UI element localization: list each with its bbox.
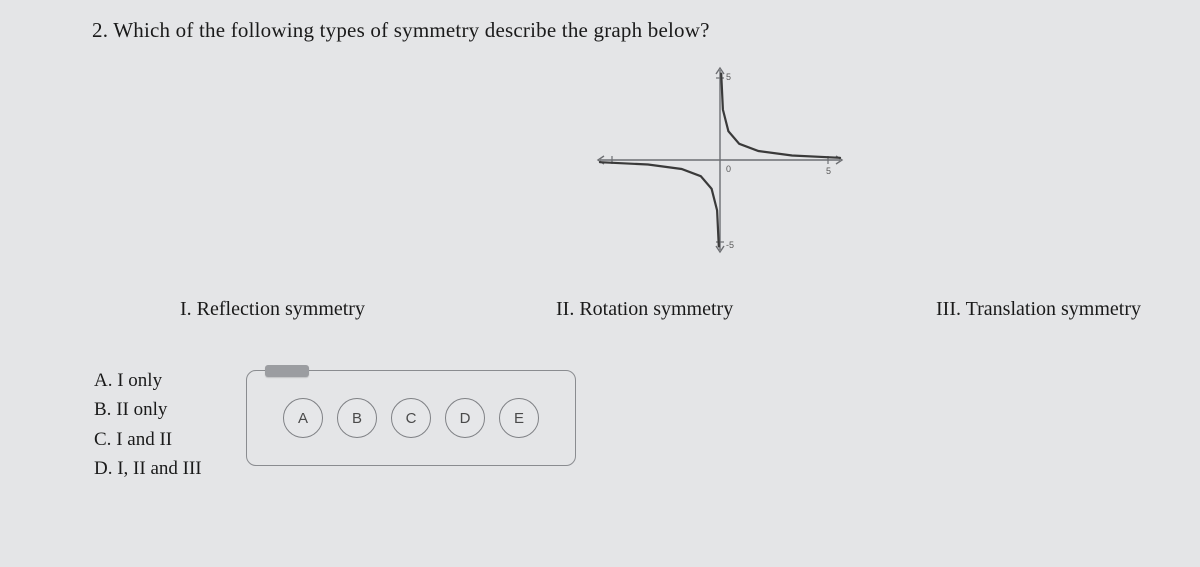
symmetry-option-3-label: Translation symmetry <box>966 298 1141 320</box>
answer-choice-b: B. II only <box>94 395 202 424</box>
symmetry-option-1: I. Reflection symmetry <box>180 298 365 321</box>
bubble-c[interactable]: C <box>391 398 431 438</box>
page: 2. Which of the following types of symme… <box>0 0 1200 567</box>
bubble-e[interactable]: E <box>499 398 539 438</box>
graph: 5 5 0 -5 <box>590 60 850 260</box>
answer-b-letter: B. <box>94 399 111 420</box>
answer-bubble-panel: A B C D E <box>246 370 576 466</box>
answer-choice-a: A. I only <box>94 366 202 395</box>
answer-choice-d: D. I, II and III <box>94 454 202 483</box>
symmetry-option-1-label: Reflection symmetry <box>197 298 365 320</box>
symmetry-option-2-label: Rotation symmetry <box>579 298 733 320</box>
x-tick-pos-label: 5 <box>826 166 831 176</box>
graph-svg: 5 5 0 -5 <box>590 60 850 260</box>
symmetry-option-3: III. Translation symmetry <box>936 298 1141 321</box>
answer-choice-c: C. I and II <box>94 425 202 454</box>
answer-c-text: I and II <box>116 429 172 450</box>
symmetry-option-1-numeral: I. <box>180 298 192 320</box>
symmetry-option-2-numeral: II. <box>556 298 574 320</box>
answer-b-text: II only <box>116 399 167 420</box>
curve-branch-lower <box>600 162 719 246</box>
symmetry-option-2: II. Rotation symmetry <box>556 298 733 321</box>
answer-a-letter: A. <box>94 370 112 391</box>
answer-choices: A. I only B. II only C. I and II D. I, I… <box>94 366 202 484</box>
y-tick-neg-label: -5 <box>726 240 734 250</box>
origin-label: 0 <box>726 164 731 174</box>
bubble-b[interactable]: B <box>337 398 377 438</box>
question-number: 2. <box>92 18 108 42</box>
bubble-a[interactable]: A <box>283 398 323 438</box>
answer-a-text: I only <box>117 370 162 391</box>
symmetry-option-3-numeral: III. <box>936 298 961 320</box>
answer-c-letter: C. <box>94 429 111 450</box>
y-tick-pos-label: 5 <box>726 72 731 82</box>
bubble-d[interactable]: D <box>445 398 485 438</box>
question-body: Which of the following types of symmetry… <box>113 18 709 42</box>
answer-d-text: I, II and III <box>117 458 201 479</box>
answer-d-letter: D. <box>94 458 112 479</box>
panel-tab <box>265 365 309 377</box>
curve-branch-upper <box>721 74 840 158</box>
question-text: 2. Which of the following types of symme… <box>92 18 1160 43</box>
